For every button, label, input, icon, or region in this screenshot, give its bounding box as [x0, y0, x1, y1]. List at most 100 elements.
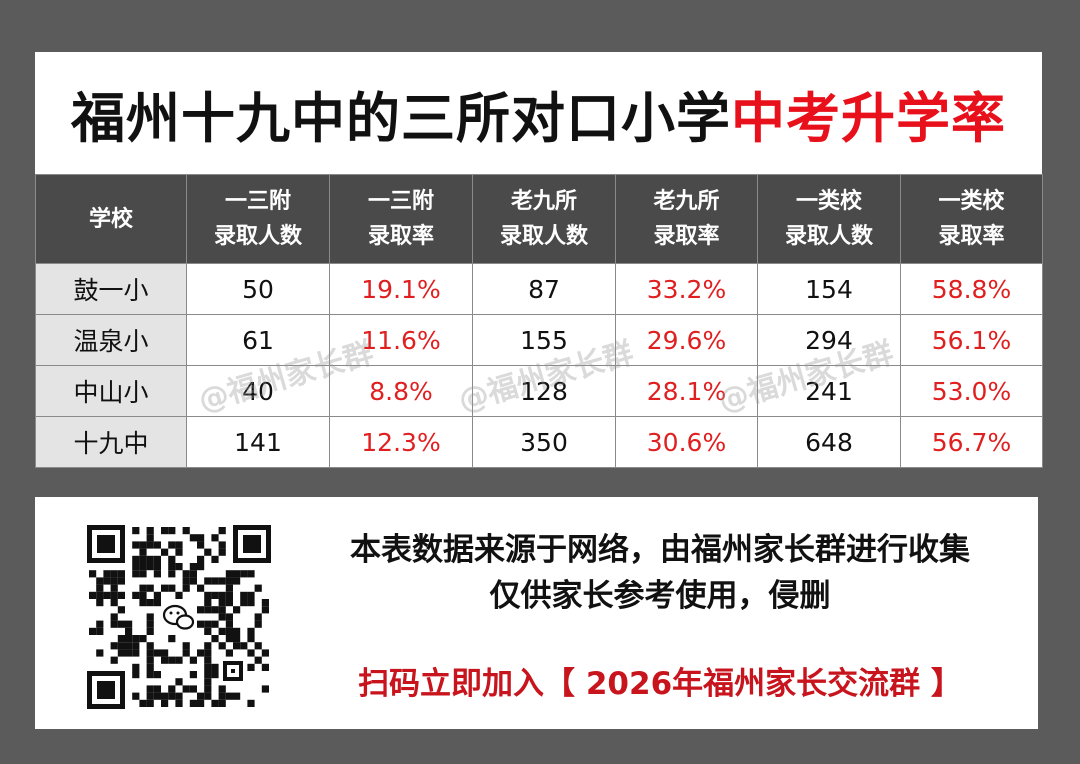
- qr-module: [132, 692, 140, 700]
- qr-module: [211, 606, 219, 614]
- qr-module: [153, 649, 161, 657]
- qr-module: [182, 577, 190, 585]
- qr-module: [225, 620, 233, 628]
- qr-module: [240, 570, 248, 578]
- qr-module: [233, 642, 241, 650]
- qr-module: [261, 606, 269, 614]
- qr-module: [225, 613, 233, 621]
- qr-module: [204, 548, 212, 556]
- qr-module: [182, 527, 190, 535]
- qr-module: [117, 635, 125, 643]
- qr-module: [197, 555, 205, 563]
- qr-module: [103, 570, 111, 578]
- qr-module: [189, 656, 197, 664]
- page-title: 福州十九中的三所对口小学 中考升学率: [35, 52, 1042, 174]
- qr-module: [197, 649, 205, 657]
- qr-module: [254, 656, 262, 664]
- qr-module: [247, 699, 255, 707]
- data-card: 福州十九中的三所对口小学 中考升学率 学校 一三附 录取人数 一三附 录取率 老九所录…: [35, 52, 1043, 468]
- qr-module: [146, 671, 154, 679]
- qr-module: [204, 606, 212, 614]
- qr-module: [161, 699, 169, 707]
- qr-module: [204, 577, 212, 585]
- cell-count: 40: [186, 365, 330, 417]
- qr-module: [175, 563, 183, 571]
- qr-module: [110, 599, 118, 607]
- qr-module: [197, 692, 205, 700]
- admission-table: 学校 一三附 录取人数 一三附 录取率 老九所 录取人数 老九所 录取率 一类校 录取人数…: [35, 174, 1043, 468]
- qr-module: [247, 627, 255, 635]
- qr-module: [182, 642, 190, 650]
- qr-module: [189, 699, 197, 707]
- cell-count: 155: [472, 314, 616, 366]
- qr-module: [110, 591, 118, 599]
- qr-module: [218, 685, 226, 693]
- qr-module: [139, 699, 147, 707]
- qr-module: [189, 671, 197, 679]
- cell-count: 350: [472, 416, 616, 468]
- header-yisanfu-rate: 一三附 录取率: [329, 174, 473, 264]
- qr-module: [139, 591, 147, 599]
- qr-module: [254, 620, 262, 628]
- qr-code[interactable]: [85, 523, 273, 711]
- cell-count: 87: [472, 263, 616, 315]
- table-row: 中山小 40 8.8% 128 28.1% 241 53.0%: [35, 365, 1043, 417]
- qr-module: [117, 577, 125, 585]
- qr-module: [175, 541, 183, 549]
- school-name: 中山小: [35, 365, 187, 417]
- cell-rate: 56.7%: [900, 416, 1043, 468]
- qr-module: [117, 570, 125, 578]
- school-name: 温泉小: [35, 314, 187, 366]
- qr-module: [218, 577, 226, 585]
- qr-module: [146, 663, 154, 671]
- qr-module: [175, 678, 183, 686]
- qr-module: [189, 577, 197, 585]
- qr-module: [125, 627, 133, 635]
- qr-module: [211, 699, 219, 707]
- school-name: 鼓一小: [35, 263, 187, 315]
- qr-module: [204, 627, 212, 635]
- qr-module: [175, 699, 183, 707]
- qr-module: [218, 527, 226, 535]
- qr-module: [225, 649, 233, 657]
- qr-finder-top-right: [233, 525, 271, 563]
- qr-module: [211, 663, 219, 671]
- qr-module: [247, 599, 255, 607]
- table-row: 鼓一小 50 19.1% 87 33.2% 154 58.8%: [35, 263, 1043, 315]
- qr-module: [218, 606, 226, 614]
- qr-module: [218, 613, 226, 621]
- footer-panel: 本表数据来源于网络，由福州家长群进行收集 仅供家长参考使用，侵删 扫码立即加入【…: [35, 497, 1038, 729]
- header-laojiusuo-count: 老九所 录取人数: [472, 174, 616, 264]
- qr-module: [146, 685, 154, 693]
- qr-module: [132, 671, 140, 679]
- qr-module: [168, 527, 176, 535]
- cell-rate: 11.6%: [329, 314, 473, 366]
- qr-module: [146, 620, 154, 628]
- qr-module: [211, 577, 219, 585]
- qr-module: [254, 613, 262, 621]
- qr-module: [153, 570, 161, 578]
- qr-module: [225, 584, 233, 592]
- qr-module: [197, 563, 205, 571]
- qr-module: [254, 642, 262, 650]
- qr-module: [161, 649, 169, 657]
- cell-rate: 56.1%: [900, 314, 1043, 366]
- qr-module: [247, 635, 255, 643]
- header-yisanfu-count: 一三附 录取人数: [186, 174, 330, 264]
- header-yileixiao-rate: 一类校 录取率: [900, 174, 1043, 264]
- qr-module: [225, 627, 233, 635]
- qr-module: [240, 599, 248, 607]
- qr-module: [110, 577, 118, 585]
- qr-finder-top-left: [87, 525, 125, 563]
- qr-module: [218, 591, 226, 599]
- cell-rate: 12.3%: [329, 416, 473, 468]
- cell-count: 648: [757, 416, 901, 468]
- qr-module: [146, 534, 154, 542]
- join-group-cta[interactable]: 扫码立即加入【 2026年福州家长交流群 】: [358, 666, 962, 702]
- qr-module: [204, 656, 212, 664]
- qr-module: [132, 635, 140, 643]
- qr-module: [197, 606, 205, 614]
- qr-module: [161, 548, 169, 556]
- qr-module: [153, 599, 161, 607]
- qr-module: [204, 591, 212, 599]
